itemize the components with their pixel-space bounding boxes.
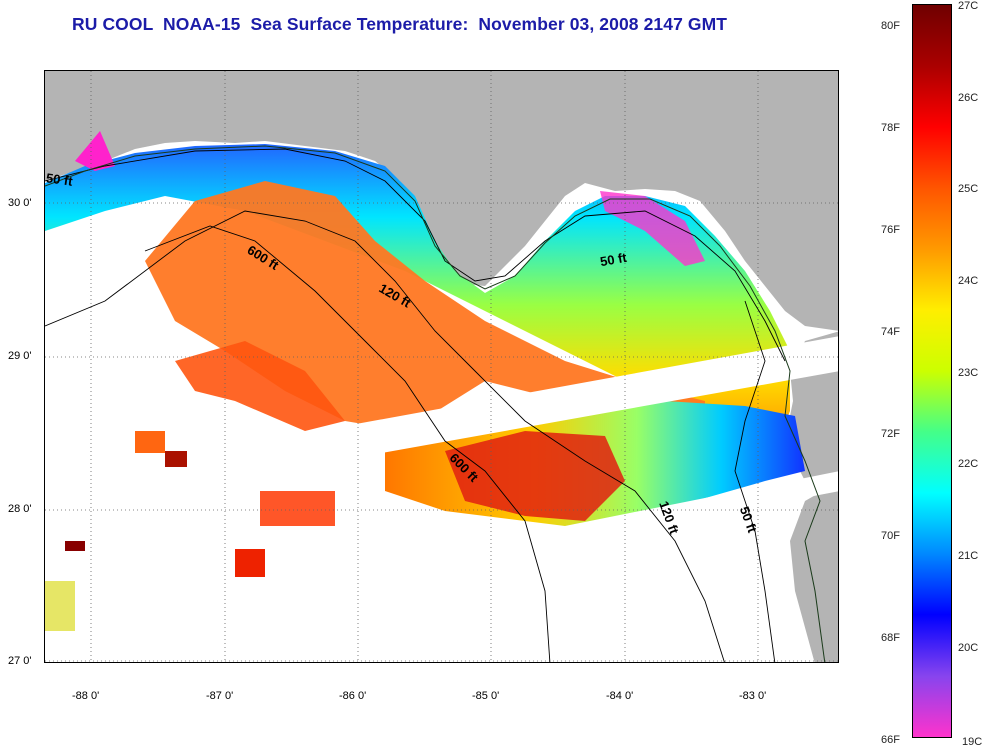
latitude-label: 29 0' (8, 350, 32, 362)
sst-patch (65, 541, 85, 551)
longitude-label: -87 0' (206, 690, 234, 702)
sst-patch (45, 581, 75, 631)
latitude-label: 27 0' (8, 655, 32, 667)
fahrenheit-label: 70F (881, 530, 900, 542)
sst-cold-nearshore (75, 131, 115, 171)
longitude-label: -86 0' (339, 690, 367, 702)
celsius-label: 27C (958, 0, 979, 12)
sst-patch (260, 491, 335, 526)
celsius-label: 21C (958, 550, 979, 562)
map-title: RU COOL NOAA-15 Sea Surface Temperature:… (72, 14, 728, 34)
celsius-label: 25C (958, 183, 979, 195)
sst-red-core (445, 431, 625, 521)
sst-shelf (45, 144, 790, 436)
celsius-label: 23C (958, 367, 979, 379)
temperature-colorbar (912, 4, 952, 738)
fahrenheit-label: 78F (881, 122, 900, 134)
fahrenheit-label: 66F (881, 734, 900, 746)
longitude-label: -83 0' (739, 690, 767, 702)
longitude-label: -85 0' (472, 690, 500, 702)
celsius-label: 22C (958, 458, 979, 470)
cloud-gap-1 (345, 336, 838, 456)
sst-west-orange (175, 341, 345, 431)
sst-patch (135, 431, 165, 453)
graticule (45, 71, 838, 662)
longitude-label: -88 0' (72, 690, 100, 702)
sst-map (44, 70, 839, 663)
fahrenheit-label: 72F (881, 428, 900, 440)
latitude-label: 30 0' (8, 197, 32, 209)
celsius-label: 26C (958, 92, 979, 104)
latitude-label: 28 0' (8, 503, 32, 515)
celsius-label: 19C (962, 736, 983, 748)
sst-patch (235, 549, 265, 577)
land-north (45, 71, 838, 331)
fahrenheit-label: 76F (881, 224, 900, 236)
fahrenheit-label: 80F (881, 20, 900, 32)
land-peninsula (790, 482, 838, 662)
sst-cold-nearshore-east (600, 191, 705, 266)
cloud-gap-2 (515, 471, 838, 551)
fahrenheit-label: 68F (881, 632, 900, 644)
celsius-label: 24C (958, 275, 979, 287)
celsius-label: 20C (958, 642, 979, 654)
longitude-label: -84 0' (606, 690, 634, 702)
sst-patch (165, 451, 187, 467)
coastline (45, 145, 826, 662)
fahrenheit-label: 74F (881, 326, 900, 338)
depth-contours (45, 148, 786, 662)
